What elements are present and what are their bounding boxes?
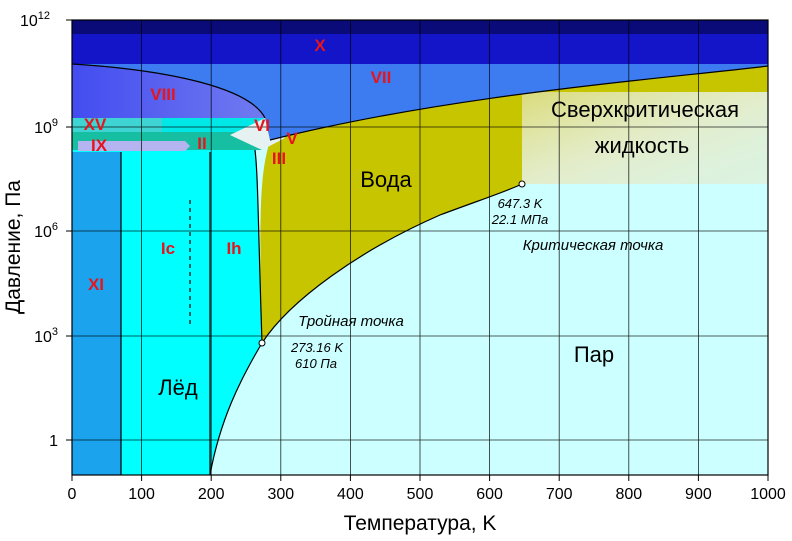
ice-xv-inner [72, 118, 162, 132]
x-tick-labels: 0 100 200 300 400 500 600 700 800 900 10… [68, 486, 786, 503]
boiling-curve [261, 183, 523, 344]
phase-label-xi: XI [88, 275, 104, 294]
phase-label-ih: Ih [226, 239, 241, 258]
x-tick-600: 600 [476, 486, 503, 503]
phase-label-vi: VI [254, 116, 270, 135]
y-tick-labels: 1012 109 106 103 1 [20, 10, 58, 450]
ice-ix-region [78, 141, 190, 151]
supercritical-region-base [522, 92, 768, 184]
ice-xi-region [72, 152, 121, 475]
phase-label-x: X [314, 36, 326, 55]
phase-label-ix: IX [91, 136, 108, 155]
triple-point-marker [258, 339, 266, 347]
grid [72, 20, 768, 475]
phase-label-water: Вода [360, 167, 412, 192]
vii-boundary [269, 65, 769, 141]
phase-label-supercritical-1: Сверхкритическая [551, 97, 739, 122]
phase-label-v: V [286, 129, 298, 148]
phase-label-vapor: Пар [574, 342, 614, 367]
x-tick-0: 0 [68, 486, 77, 503]
x-tick-800: 800 [615, 486, 642, 503]
tick-marks [66, 19, 769, 481]
ice-viii-region [72, 64, 265, 118]
melting-curve [254, 149, 263, 344]
triple-point-temperature: 273.16 K [290, 340, 344, 355]
critical-point-title: Критическая точка [523, 237, 664, 254]
x-tick-200: 200 [198, 486, 225, 503]
y-axis-label: Давление, Па [2, 180, 25, 314]
triple-point-pressure: 610 Па [295, 356, 337, 371]
critical-point-pressure: 22.1 МПа [491, 212, 548, 227]
triple-point-title: Тройная точка [298, 313, 404, 330]
y-tick-1: 1 [49, 433, 58, 450]
x-tick-500: 500 [407, 486, 434, 503]
phase-label-supercritical-2: жидкость [595, 133, 690, 158]
sublimation-curve [209, 342, 263, 476]
y-tick-1e12: 1012 [20, 10, 50, 30]
phase-label-xv: XV [84, 115, 107, 134]
phase-label-ic: Ic [161, 239, 175, 258]
phase-label-viii: VIII [150, 85, 176, 104]
x-tick-1000: 1000 [750, 486, 786, 503]
x-tick-400: 400 [337, 486, 364, 503]
x-axis-label: Температура, K [344, 512, 497, 535]
viii-boundary [71, 63, 266, 119]
x-tick-900: 900 [685, 486, 712, 503]
critical-point-marker [518, 180, 526, 188]
water-region [260, 66, 768, 343]
x-tick-300: 300 [267, 486, 294, 503]
y-tick-1e3: 103 [34, 326, 58, 346]
x-tick-100: 100 [128, 486, 155, 503]
phase-label-ii: II [197, 134, 206, 153]
critical-point-temperature: 647.3 K [498, 196, 544, 211]
phase-label-vii: VII [371, 68, 392, 87]
y-tick-1e6: 106 [34, 221, 58, 241]
phase-boundaries [71, 63, 769, 476]
phase-label-iii: III [272, 149, 286, 168]
phase-label-ice: Лёд [158, 375, 198, 400]
y-tick-1e9: 109 [34, 117, 58, 137]
x-tick-700: 700 [546, 486, 573, 503]
